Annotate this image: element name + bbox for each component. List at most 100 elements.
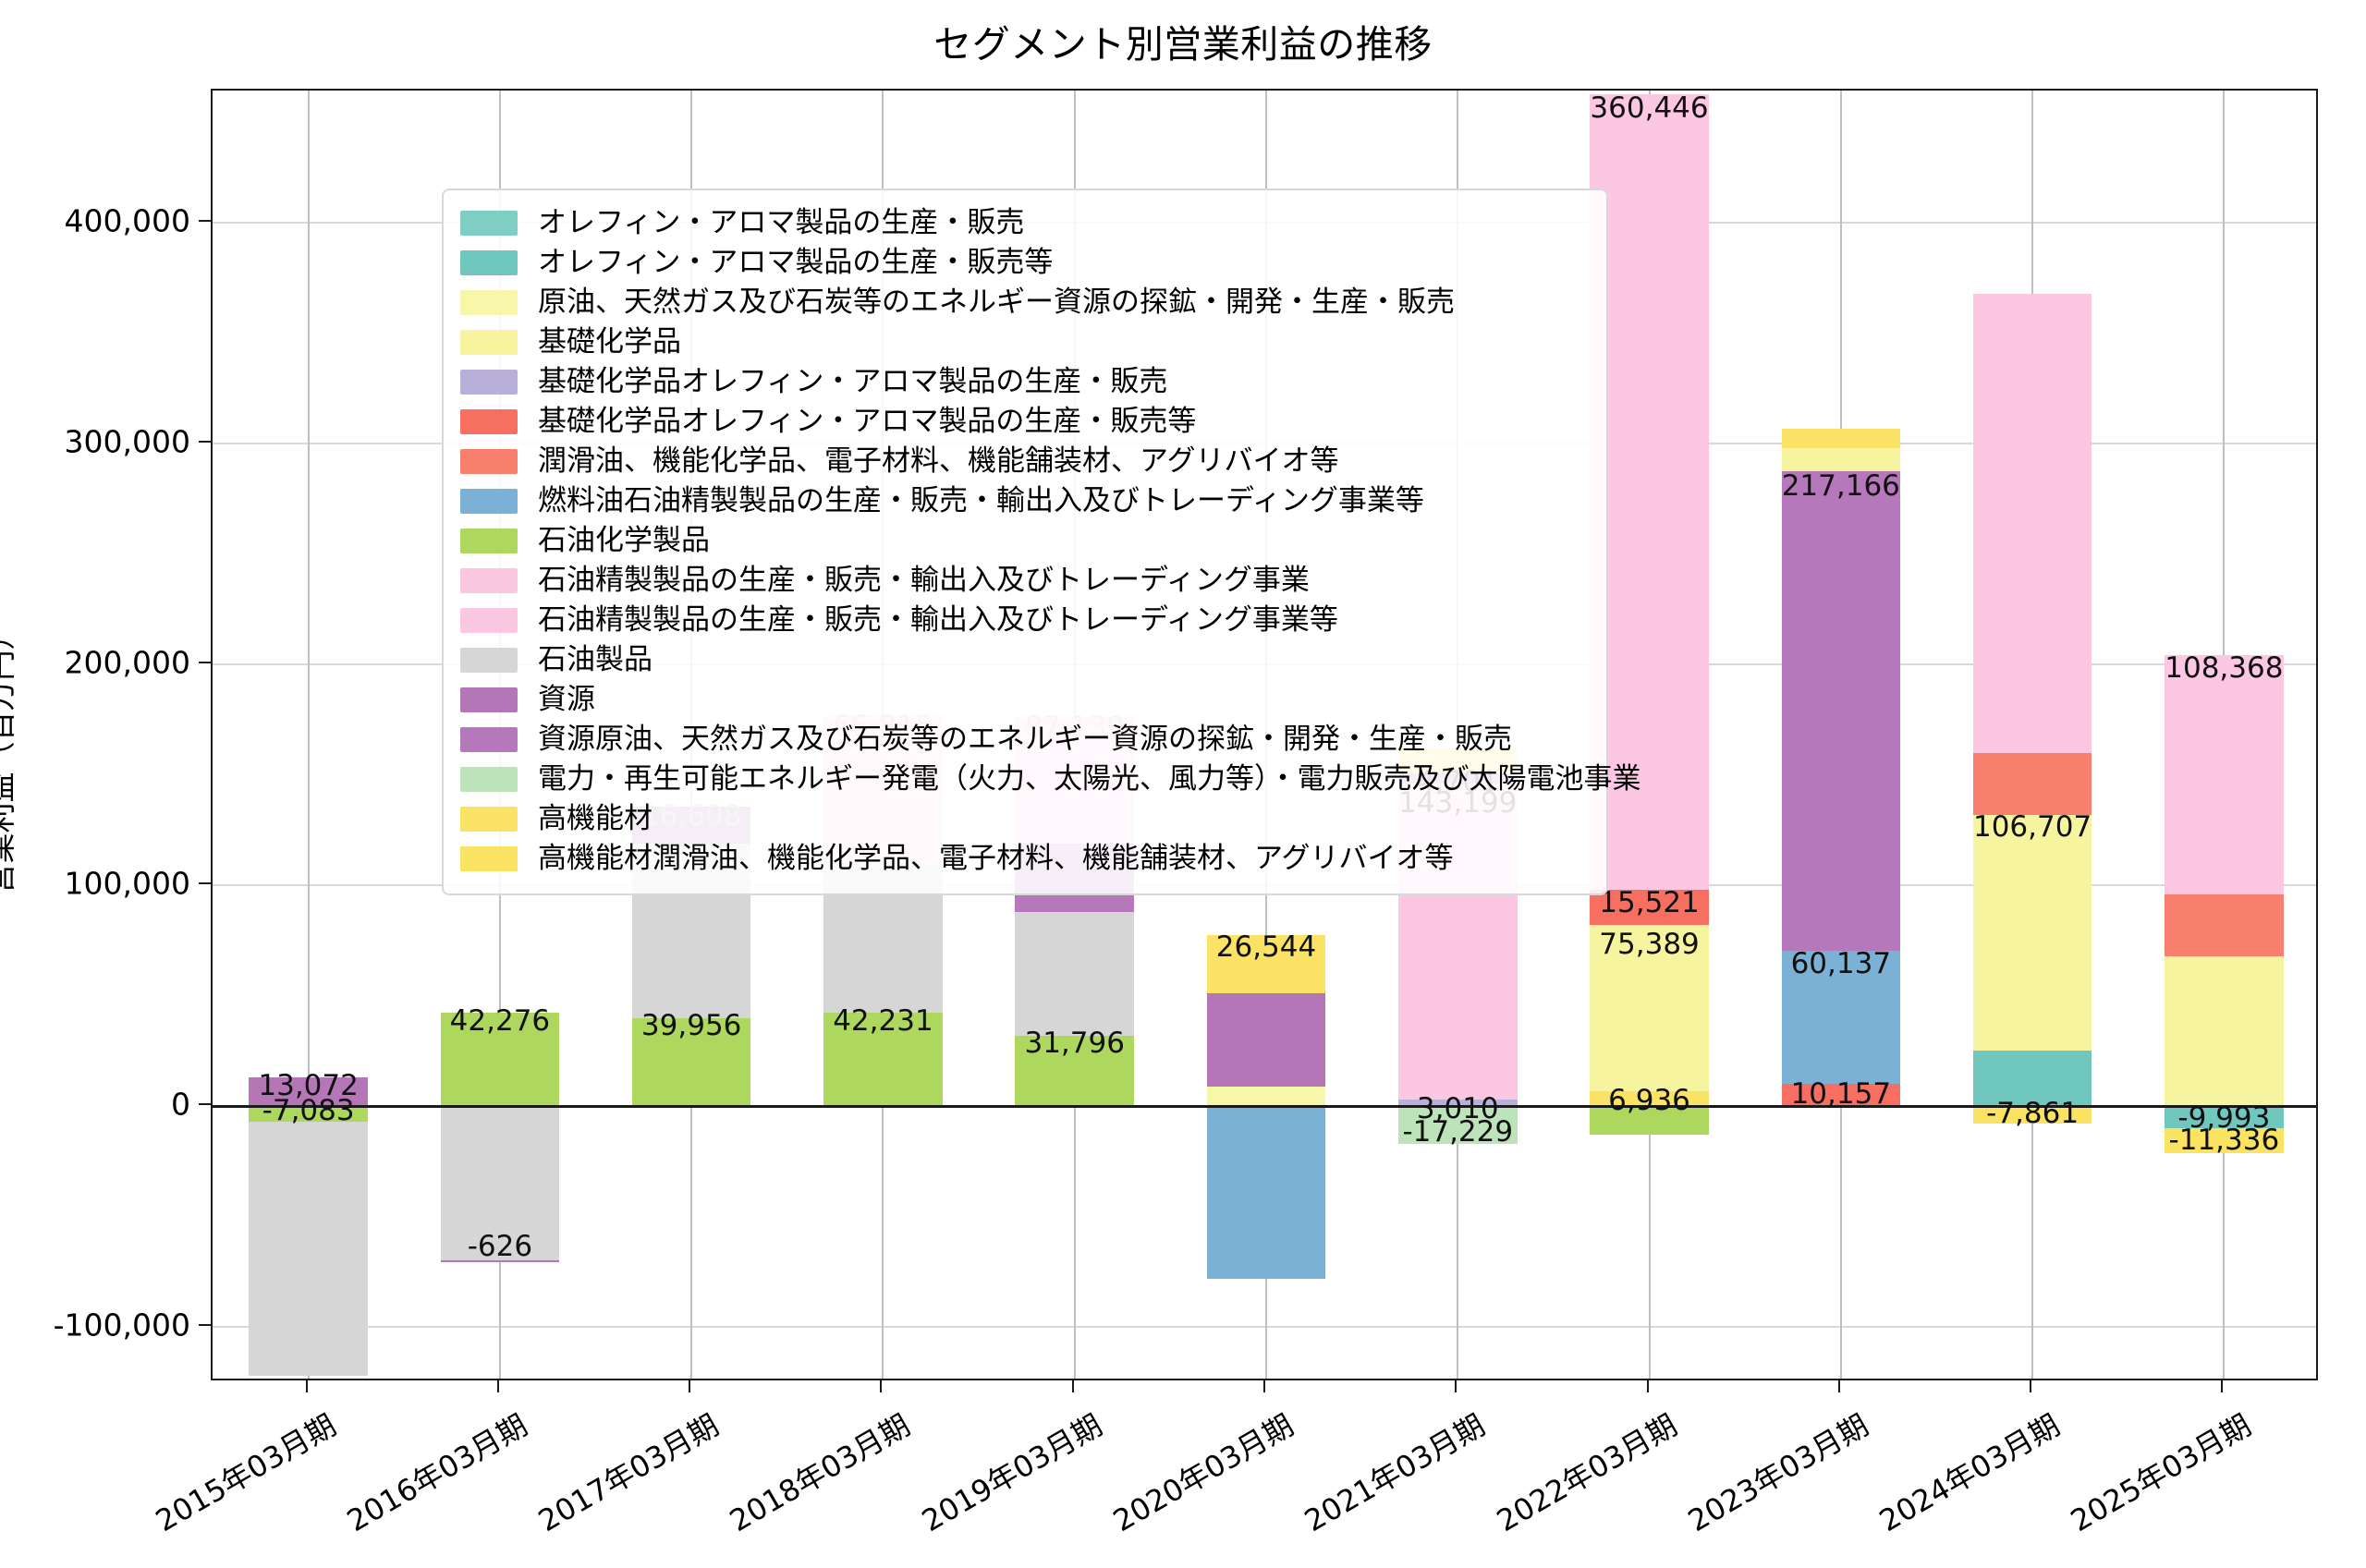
bar-segment[interactable] (1015, 911, 1134, 1037)
y-axis-tick-label: 100,000 (64, 865, 190, 902)
bar-value-label: 39,956 (640, 1009, 742, 1043)
bar-value-label: 75,389 (1599, 927, 1700, 961)
bar-segment[interactable] (1781, 951, 1901, 1084)
legend-item[interactable]: 石油精製製品の生産・販売・輸出入及びトレーディング事業 (460, 561, 1590, 601)
legend-item[interactable]: 基礎化学品 (460, 322, 1590, 362)
y-axis-tick-label: 200,000 (64, 644, 190, 681)
legend-item-label: 石油化学製品 (538, 524, 710, 557)
bar-segment[interactable] (1781, 448, 1901, 472)
bar-segment[interactable] (1206, 993, 1326, 1087)
bar-value-label: 10,157 (1790, 1077, 1892, 1112)
x-axis-tick-mark (1071, 1380, 1074, 1392)
y-axis-tick-mark (199, 441, 211, 444)
x-axis-tick-mark (305, 1380, 308, 1392)
bar-segment[interactable] (1781, 1084, 1901, 1107)
legend-item[interactable]: 石油製品 (460, 640, 1590, 680)
bar-segment[interactable] (1015, 1036, 1134, 1107)
legend-item[interactable]: 電力・再生可能エネルギー発電（火力、太陽光、風力等）・電力販売及び太陽電池事業 (460, 760, 1641, 799)
zero-line (213, 1105, 2316, 1109)
legend-item-label: 石油製品 (538, 643, 652, 676)
bar-segment[interactable] (1972, 1050, 2092, 1107)
bar-value-label: -11,336 (2168, 1124, 2280, 1158)
legend-item[interactable]: オレフィン・アロマ製品の生産・販売等 (460, 243, 1590, 283)
bar-segment[interactable] (1972, 1106, 2092, 1124)
legend-swatch-icon (460, 290, 518, 315)
y-axis-tick-mark (199, 662, 211, 664)
legend-item[interactable]: 資源原油、天然ガス及び石炭等のエネルギー資源の探鉱・開発・生産・販売 (460, 720, 1590, 760)
legend-item[interactable]: 基礎化学品オレフィン・アロマ製品の生産・販売 (460, 362, 1590, 402)
legend-item[interactable]: 基礎化学品オレフィン・アロマ製品の生産・販売等 (460, 402, 1590, 442)
legend-item[interactable]: オレフィン・アロマ製品の生産・販売 (460, 203, 1590, 243)
bar-segment[interactable] (1781, 471, 1901, 952)
legend-item-label: 高機能材潤滑油、機能化学品、電子材料、機能舗装材、アグリバイオ等 (538, 842, 1454, 875)
legend-item[interactable]: 原油、天然ガス及び石炭等のエネルギー資源の探鉱・開発・生産・販売 (460, 283, 1590, 322)
x-axis-tick-mark (1263, 1380, 1265, 1392)
bar-segment[interactable] (249, 1106, 368, 1123)
legend-item-label: 基礎化学品 (538, 325, 681, 359)
bar-segment[interactable] (2165, 654, 2284, 894)
bar-segment[interactable] (1972, 293, 2092, 754)
legend-swatch-icon (460, 767, 518, 792)
legend-item[interactable]: 潤滑油、機能化学品、電子材料、機能舗装材、アグリバイオ等 (460, 442, 1590, 481)
legend-item-label: 資源 (538, 683, 595, 716)
legend-item-label: 原油、天然ガス及び石炭等のエネルギー資源の探鉱・開発・生産・販売 (538, 286, 1455, 319)
bar-segment[interactable] (440, 1260, 560, 1262)
y-axis-tick-label: 300,000 (64, 423, 190, 460)
bar-segment[interactable] (1398, 1100, 1518, 1107)
legend-item-label: 基礎化学品オレフィン・アロマ製品の生産・販売 (538, 365, 1168, 398)
bar-value-label: 6,936 (1608, 1084, 1690, 1118)
bar-segment[interactable] (1206, 1106, 1326, 1279)
bar-segment[interactable] (2165, 893, 2284, 956)
y-axis-title: 営業利益（百万円） (0, 619, 18, 894)
bar-segment[interactable] (1590, 1090, 1709, 1107)
x-axis-tick-mark (496, 1380, 499, 1392)
bar-segment[interactable] (440, 1106, 560, 1261)
legend-item[interactable]: 石油化学製品 (460, 521, 1590, 561)
y-axis-tick-label: -100,000 (53, 1307, 190, 1343)
legend-item[interactable]: 資源 (460, 680, 1590, 720)
legend-item-label: 燃料油石油精製製品の生産・販売・輸出入及びトレーディング事業等 (538, 484, 1424, 517)
legend-item-label: 石油精製製品の生産・販売・輸出入及びトレーディング事業等 (538, 603, 1338, 637)
bar-segment[interactable] (1398, 1106, 1518, 1145)
x-axis-tick-mark (1837, 1380, 1840, 1392)
bar-value-label: 13,072 (258, 1068, 359, 1102)
bar-segment[interactable] (1206, 934, 1326, 994)
bar-segment[interactable] (1590, 1106, 1709, 1136)
legend-swatch-icon (460, 250, 518, 275)
bar-segment[interactable] (2165, 1106, 2284, 1129)
legend-item[interactable]: 高機能材潤滑油、機能化学品、電子材料、機能舗装材、アグリバイオ等 (460, 839, 1590, 879)
bar-segment[interactable] (1972, 753, 2092, 815)
bar-value-label: -626 (467, 1230, 533, 1264)
legend-item-label: 石油精製製品の生産・販売・輸出入及びトレーディング事業 (538, 564, 1310, 597)
bar-segment[interactable] (1590, 94, 1709, 891)
bar-value-label: 42,231 (833, 1003, 933, 1038)
legend-item[interactable]: 燃料油石油精製製品の生産・販売・輸出入及びトレーディング事業等 (460, 481, 1590, 521)
legend-swatch-icon (460, 330, 518, 355)
bar-segment[interactable] (440, 1013, 560, 1107)
plot-area: 13,072-7,08342,276-62616,60839,95666,815… (211, 89, 2318, 1380)
bar-segment[interactable] (1206, 1086, 1326, 1107)
bar-segment[interactable] (1590, 890, 1709, 925)
chart-legend: オレフィン・アロマ製品の生産・販売 オレフィン・アロマ製品の生産・販売等 原油、天然… (442, 188, 1641, 895)
bar-value-label: 108,368 (2165, 650, 2284, 685)
bar-value-label: -7,083 (262, 1094, 355, 1128)
legend-swatch-icon (460, 648, 518, 673)
bar-segment[interactable] (2165, 955, 2284, 1107)
bar-segment[interactable] (823, 1013, 943, 1107)
bar-segment[interactable] (631, 1017, 751, 1107)
bar-segment[interactable] (2165, 1128, 2284, 1154)
bar-segment[interactable] (1590, 924, 1709, 1091)
bar-segment[interactable] (1972, 814, 2092, 1051)
bar-segment[interactable] (1781, 428, 1901, 449)
legend-item[interactable]: 高機能材 (460, 799, 1590, 839)
legend-item[interactable]: 石油精製製品の生産・販売・輸出入及びトレーディング事業等 (460, 601, 1590, 640)
bar-segment[interactable] (249, 1077, 368, 1107)
x-axis-tick-mark (1646, 1380, 1649, 1392)
bar-segment[interactable] (249, 1106, 368, 1376)
bar-value-label: -9,993 (2177, 1101, 2271, 1136)
legend-item-label: 資源原油、天然ガス及び石炭等のエネルギー資源の探鉱・開発・生産・販売 (538, 723, 1512, 756)
x-axis-tick-mark (689, 1380, 691, 1392)
bar-value-label: -7,861 (1986, 1097, 2079, 1131)
legend-swatch-icon (460, 568, 518, 593)
